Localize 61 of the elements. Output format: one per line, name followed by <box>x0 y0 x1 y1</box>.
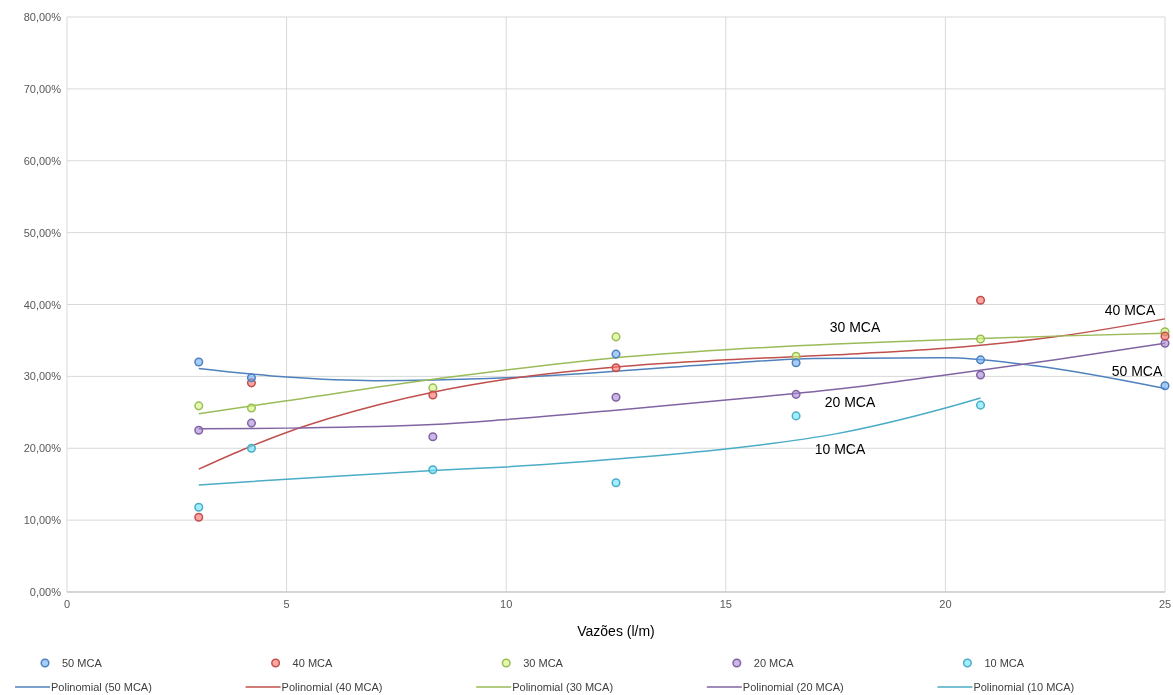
point <box>975 295 986 305</box>
legend-label: 30 MCA <box>523 657 564 669</box>
point <box>246 418 257 428</box>
legend-label: Polinomial (50 MCA) <box>51 681 152 693</box>
point <box>611 392 621 402</box>
legend-label: 10 MCA <box>984 657 1025 669</box>
point <box>194 502 204 512</box>
y-tick-label: 30,00% <box>23 370 62 383</box>
point <box>975 370 986 380</box>
x-tick-label: 0 <box>63 598 71 610</box>
legend-label: 20 MCA <box>753 657 795 669</box>
point <box>611 349 621 359</box>
annotation: 10 MCA <box>814 441 866 457</box>
point <box>975 355 986 365</box>
point <box>246 443 257 453</box>
legend-label: Polinomial (30 MCA) <box>512 681 614 693</box>
legend-label: 40 MCA <box>292 657 333 669</box>
x-axis-title: Vazões (l/m) <box>577 623 655 639</box>
point <box>428 390 438 400</box>
point <box>428 383 438 393</box>
y-tick-label: 20,00% <box>23 442 62 455</box>
y-tick-label: 40,00% <box>23 298 62 311</box>
point <box>791 358 801 368</box>
point <box>611 332 621 342</box>
point <box>611 363 621 373</box>
annotation: 50 MCA <box>1111 363 1163 379</box>
point <box>194 357 204 367</box>
legend-label: 50 MCA <box>62 657 103 669</box>
point <box>975 400 986 410</box>
point <box>194 425 204 435</box>
x-tick-label: 15 <box>719 598 732 610</box>
x-tick-label: 20 <box>939 598 952 610</box>
point <box>246 373 257 383</box>
legend-label: Polinomial (40 MCA) <box>281 681 383 693</box>
point <box>791 389 801 399</box>
annotation: 30 MCA <box>829 319 881 335</box>
point <box>791 411 801 421</box>
point <box>246 403 257 413</box>
x-tick-label: 10 <box>500 598 513 610</box>
x-tick-label: 25 <box>1158 598 1172 610</box>
legend-label: Polinomial (20 MCA) <box>742 681 844 693</box>
y-tick-label: 70,00% <box>23 82 62 95</box>
y-tick-label: 80,00% <box>23 11 62 23</box>
legend-label: Polinomial (10 MCA) <box>973 681 1075 693</box>
point <box>194 401 204 411</box>
line-series <box>198 318 1166 470</box>
point <box>975 334 986 344</box>
point <box>428 465 438 475</box>
point <box>1160 331 1170 341</box>
y-tick-label: 60,00% <box>23 154 62 167</box>
point <box>611 478 621 488</box>
x-tick-label: 5 <box>283 598 290 610</box>
line-series <box>198 397 982 486</box>
point <box>428 432 438 442</box>
annotation: 20 MCA <box>824 394 876 410</box>
annotation: 40 MCA <box>1104 302 1156 318</box>
point <box>194 512 204 522</box>
y-tick-label: 10,00% <box>23 514 62 527</box>
point <box>1160 381 1170 391</box>
y-tick-label: 50,00% <box>23 226 62 239</box>
y-tick-label: 0,00% <box>29 586 62 598</box>
